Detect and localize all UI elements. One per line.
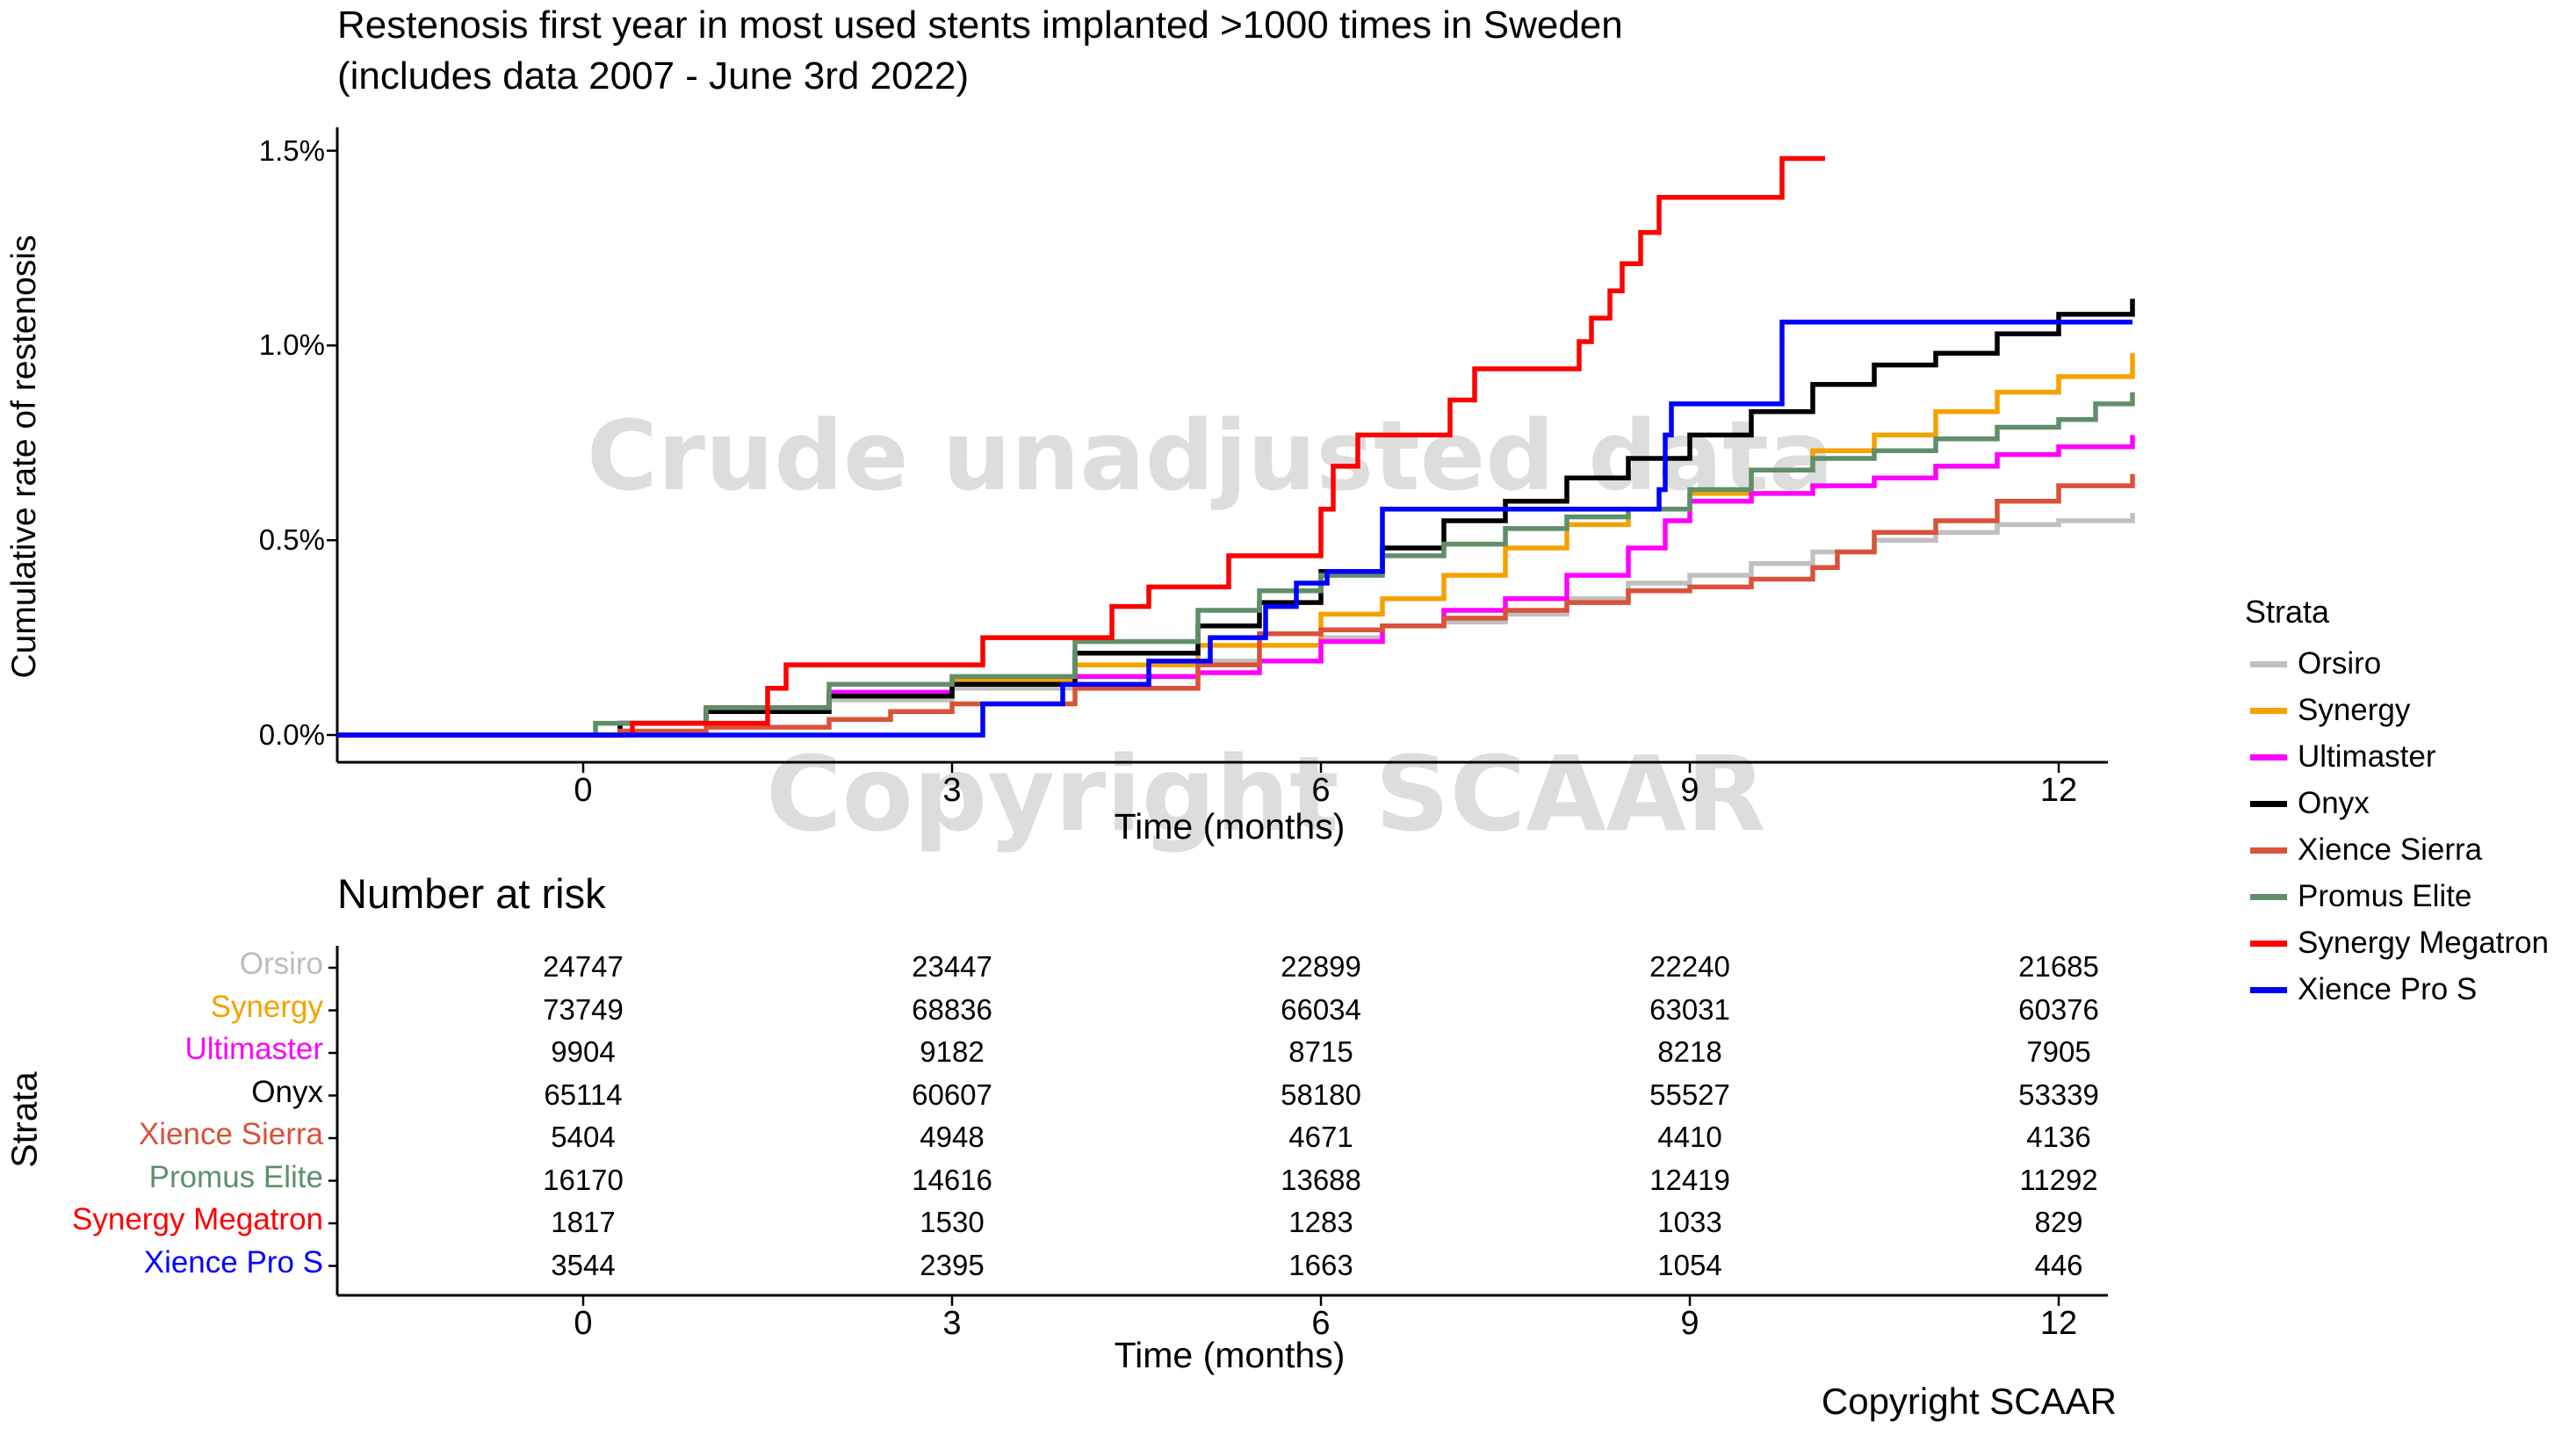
risk-cell: 2395 bbox=[920, 1248, 985, 1281]
risk-cell: 9904 bbox=[551, 1035, 616, 1068]
risk-cell: 60607 bbox=[912, 1078, 992, 1111]
risk-cell: 1283 bbox=[1288, 1206, 1353, 1238]
risk-row-label: Synergy Megatron bbox=[72, 1202, 323, 1236]
risk-cell: 829 bbox=[2034, 1206, 2083, 1238]
risk-x-tick-label: 0 bbox=[574, 1305, 593, 1342]
risk-cell: 60376 bbox=[2018, 992, 2099, 1026]
risk-x-tick-label: 12 bbox=[2039, 1305, 2078, 1342]
legend-swatch bbox=[2250, 894, 2287, 900]
series-line-xience-sierra bbox=[337, 473, 2135, 738]
risk-row-label: Onyx bbox=[251, 1074, 323, 1109]
legend-title: Strata bbox=[2245, 594, 2330, 630]
risk-cell: 63031 bbox=[1649, 992, 1730, 1026]
y-tick-label: 1.5% bbox=[258, 133, 325, 167]
risk-cell: 23447 bbox=[912, 950, 992, 983]
risk-cell: 1033 bbox=[1657, 1206, 1722, 1238]
risk-table-title: Number at risk bbox=[337, 870, 606, 917]
series-line-promus-elite bbox=[337, 392, 2135, 738]
risk-cell: 22240 bbox=[1649, 950, 1730, 983]
series-line-xience-pro-s bbox=[337, 320, 2132, 738]
risk-cell: 446 bbox=[2034, 1248, 2083, 1281]
risk-cell: 1054 bbox=[1657, 1248, 1722, 1281]
risk-cell: 58180 bbox=[1281, 1078, 1361, 1111]
y-tick-label: 0.0% bbox=[258, 717, 325, 751]
risk-row-label: Promus Elite bbox=[148, 1159, 323, 1194]
risk-row-label: Xience Pro S bbox=[143, 1244, 323, 1280]
x-tick-label: 3 bbox=[942, 772, 962, 809]
x-tick-label: 0 bbox=[574, 772, 593, 809]
risk-cell: 53339 bbox=[2018, 1078, 2099, 1111]
legend-swatch bbox=[2250, 941, 2287, 947]
risk-x-tick-label: 3 bbox=[942, 1305, 962, 1342]
risk-cell: 4410 bbox=[1657, 1121, 1722, 1153]
risk-cell: 1817 bbox=[551, 1206, 616, 1238]
x-tick-label: 9 bbox=[1680, 772, 1699, 809]
legend-swatch bbox=[2250, 708, 2287, 714]
series-line-onyx bbox=[337, 299, 2135, 738]
risk-x-tick-label: 6 bbox=[1311, 1305, 1331, 1342]
risk-x-tick-label: 9 bbox=[1680, 1305, 1699, 1342]
legend-swatch bbox=[2250, 754, 2287, 761]
legend-label: Onyx bbox=[2298, 786, 2370, 820]
legend-label: Promus Elite bbox=[2298, 879, 2472, 913]
risk-cell: 22899 bbox=[1281, 950, 1361, 983]
series-line-synergy-megatron bbox=[337, 155, 1825, 738]
y-tick-label: 1.0% bbox=[258, 328, 325, 362]
risk-cell: 11292 bbox=[2019, 1163, 2098, 1196]
risk-cell: 9182 bbox=[920, 1035, 985, 1068]
risk-cell: 5404 bbox=[551, 1121, 616, 1153]
risk-row-label: Xience Sierra bbox=[138, 1117, 323, 1151]
risk-cell: 3544 bbox=[551, 1248, 616, 1281]
chart-subtitle: (includes data 2007 - June 3rd 2022) bbox=[337, 54, 970, 97]
legend-swatch bbox=[2250, 987, 2287, 993]
risk-row-label: Orsiro bbox=[239, 947, 323, 981]
risk-cell: 1663 bbox=[1288, 1248, 1353, 1281]
legend-swatch bbox=[2250, 847, 2287, 854]
legend-label: Orsiro bbox=[2298, 646, 2382, 681]
x-tick-label: 12 bbox=[2039, 772, 2078, 809]
risk-cell: 4136 bbox=[2026, 1121, 2091, 1153]
legend-label: Synergy bbox=[2298, 693, 2411, 727]
legend-label: Ultimaster bbox=[2298, 739, 2436, 774]
risk-cell: 14616 bbox=[912, 1163, 992, 1196]
series-line-ultimaster bbox=[337, 435, 2135, 738]
risk-cell: 12419 bbox=[1649, 1163, 1730, 1196]
legend-swatch bbox=[2250, 661, 2287, 667]
risk-cell: 21685 bbox=[2018, 950, 2099, 983]
footer-copyright: Copyright SCAAR bbox=[1821, 1381, 2117, 1422]
risk-cell: 16170 bbox=[543, 1163, 624, 1196]
risk-cell: 13688 bbox=[1281, 1163, 1361, 1196]
risk-cell: 8218 bbox=[1657, 1035, 1722, 1068]
risk-cell: 8715 bbox=[1288, 1035, 1353, 1068]
legend-label: Synergy Megatron bbox=[2298, 926, 2549, 960]
risk-cell: 7905 bbox=[2026, 1035, 2091, 1068]
risk-cell: 66034 bbox=[1281, 992, 1361, 1026]
series-line-synergy bbox=[337, 353, 2135, 738]
legend-label: Xience Pro S bbox=[2298, 972, 2478, 1006]
risk-row-label: Ultimaster bbox=[184, 1032, 323, 1066]
risk-cell: 73749 bbox=[543, 992, 624, 1026]
risk-row-label: Synergy bbox=[210, 989, 323, 1024]
chart-title-line: Restenosis first year in most used stent… bbox=[337, 4, 1623, 47]
x-tick-label: 6 bbox=[1311, 772, 1331, 809]
risk-cell: 1530 bbox=[920, 1206, 985, 1238]
risk-cell: 4671 bbox=[1288, 1121, 1353, 1153]
risk-cell: 4948 bbox=[920, 1121, 985, 1153]
y-tick-label: 0.5% bbox=[258, 523, 325, 557]
risk-cell: 24747 bbox=[543, 950, 624, 983]
risk-cell: 65114 bbox=[544, 1078, 623, 1111]
x-axis-label: Time (months) bbox=[1114, 806, 1346, 847]
chart-title: Restenosis first year in most used stent… bbox=[337, 0, 1623, 102]
risk-x-axis-label: Time (months) bbox=[1114, 1335, 1346, 1375]
risk-cell: 55527 bbox=[1649, 1078, 1730, 1111]
legend-label: Xience Sierra bbox=[2298, 833, 2483, 867]
risk-cell: 68836 bbox=[912, 992, 992, 1026]
legend-swatch bbox=[2250, 801, 2287, 807]
